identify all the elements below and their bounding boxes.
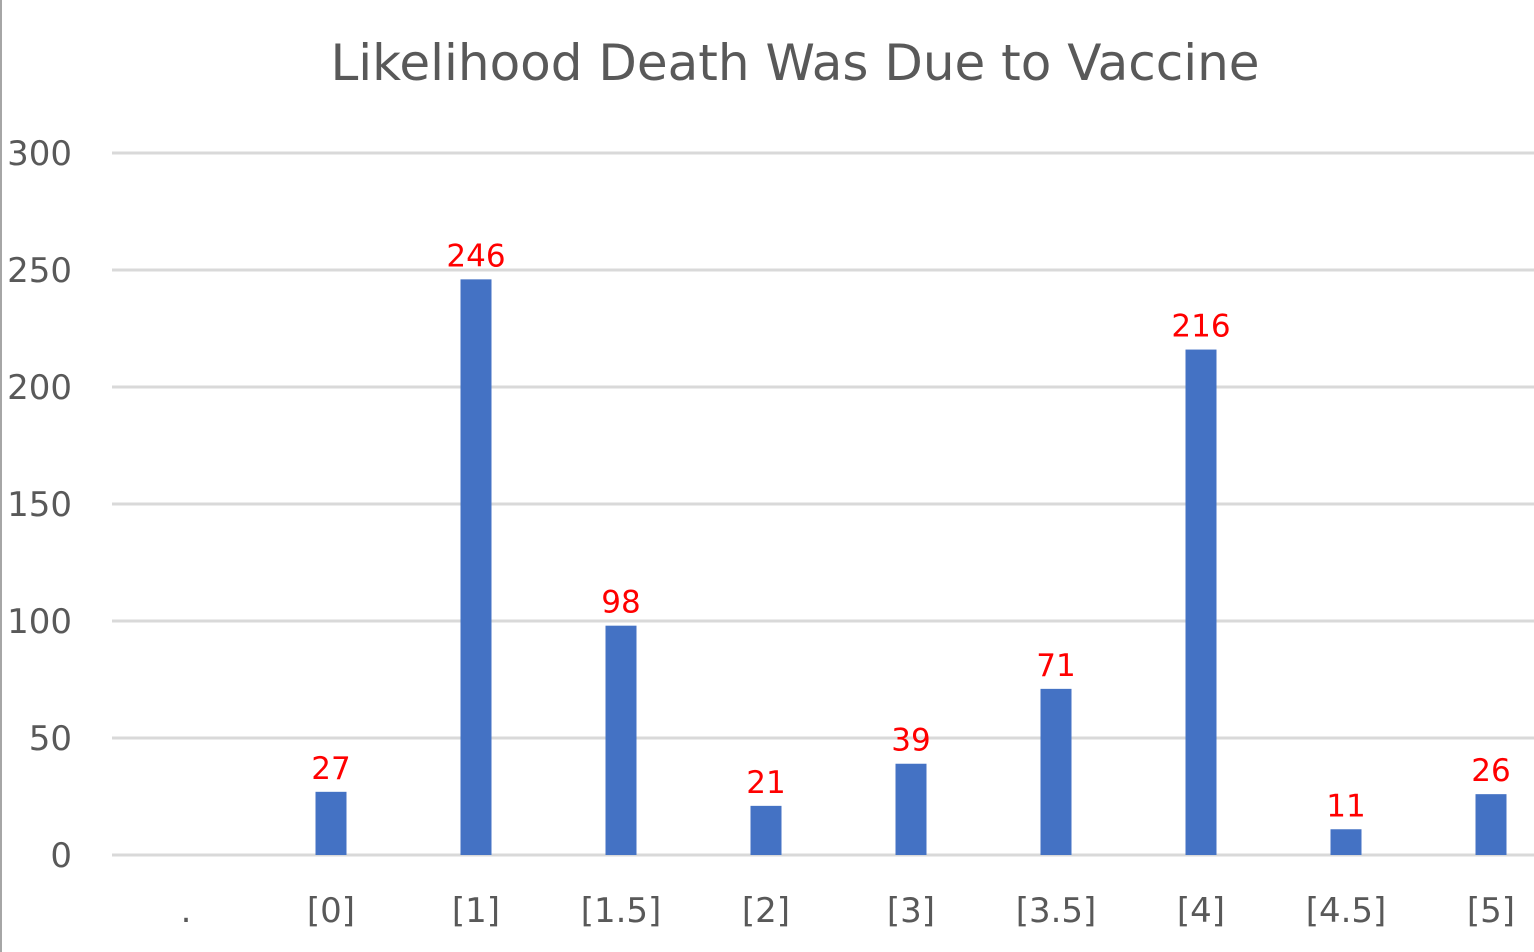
bars — [315, 279, 1507, 855]
data-label: 39 — [891, 723, 930, 759]
y-tick-label: 300 — [7, 134, 72, 174]
data-label: 26 — [1471, 753, 1510, 789]
bar — [315, 791, 347, 855]
x-tick-label: [1] — [452, 891, 500, 931]
y-tick-label: 0 — [50, 836, 72, 876]
data-label: 27 — [311, 751, 350, 787]
bar — [1185, 349, 1217, 855]
bar — [1475, 794, 1507, 855]
gridlines — [112, 151, 1534, 857]
x-tick-label: [3.5] — [1016, 891, 1097, 931]
bar — [895, 763, 927, 855]
x-tick-label: [3] — [887, 891, 935, 931]
bar — [605, 625, 637, 855]
y-tick-label: 50 — [29, 719, 72, 759]
data-label: 21 — [746, 765, 785, 801]
x-tick-label: . — [181, 891, 192, 931]
data-label: 216 — [1171, 309, 1230, 345]
x-tick-label: [4.5] — [1306, 891, 1387, 931]
bar — [750, 805, 782, 855]
x-tick-label: [2] — [742, 891, 790, 931]
x-tick-label: [4] — [1177, 891, 1225, 931]
chart-title: Likelihood Death Was Due to Vaccine — [330, 34, 1259, 92]
data-label: 71 — [1036, 648, 1075, 684]
data-label: 11 — [1326, 788, 1365, 824]
x-tick-label: [0] — [307, 891, 355, 931]
bar — [1040, 688, 1072, 855]
x-axis-ticks: . [0] [1] [1.5] [2] [3] [3.5] [4] [4.5] [5] — [181, 891, 1515, 931]
x-tick-label: [5] — [1467, 891, 1515, 931]
y-axis-ticks: 0 50 100 150 200 250 300 — [7, 134, 72, 876]
data-label: 246 — [446, 238, 505, 274]
y-tick-label: 100 — [7, 602, 72, 642]
data-label: 98 — [601, 585, 640, 621]
y-tick-label: 150 — [7, 485, 72, 525]
x-tick-label: [1.5] — [581, 891, 662, 931]
y-tick-label: 250 — [7, 251, 72, 291]
y-tick-label: 200 — [7, 368, 72, 408]
bar — [1330, 829, 1362, 855]
data-labels: 27 246 98 21 39 71 216 11 26 — [311, 238, 1510, 824]
bar — [460, 279, 492, 855]
